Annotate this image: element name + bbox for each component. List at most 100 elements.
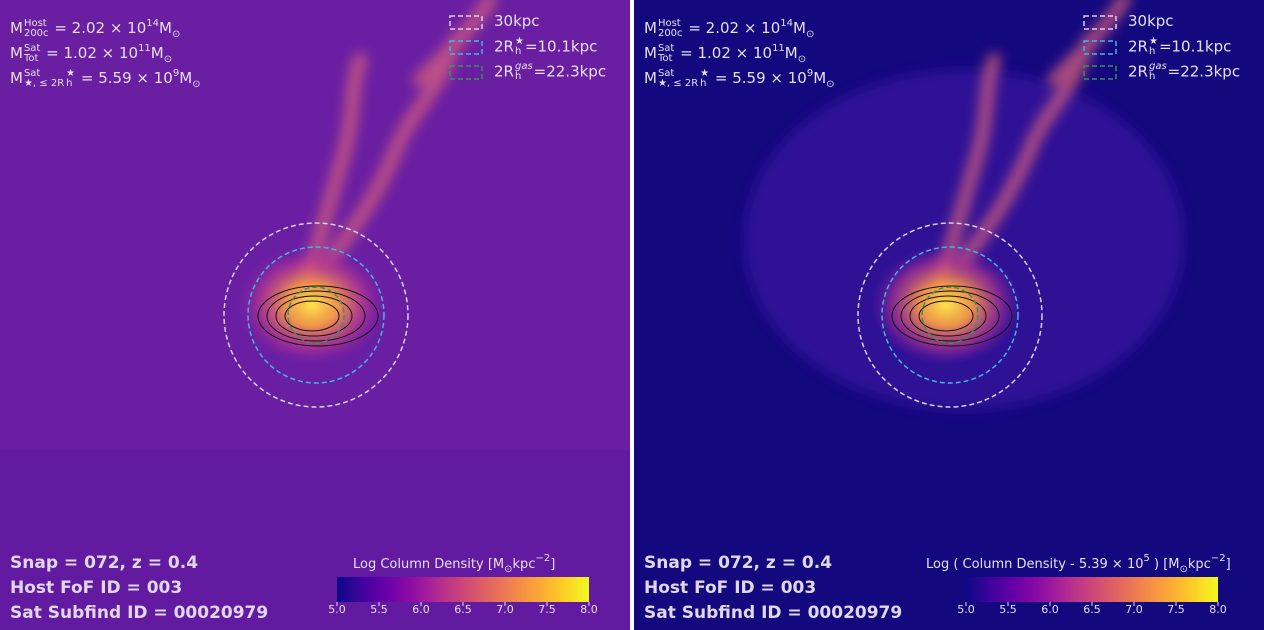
text: M — [150, 44, 164, 62]
subscript: h — [1148, 71, 1156, 82]
text: ] — [1225, 557, 1231, 572]
core — [871, 245, 1021, 365]
sup-sub: ★ h — [700, 67, 710, 89]
superscript: −2 — [535, 553, 551, 564]
contour — [900, 290, 1000, 342]
superscript: ★ — [514, 36, 524, 47]
superscript: ★ — [1148, 36, 1158, 47]
subscript: ⊙ — [171, 29, 181, 40]
colorbar-tick-label: 5.0 — [957, 603, 975, 616]
subscript: ⊙ — [192, 79, 201, 90]
contour — [918, 300, 974, 332]
superscript: gas — [1148, 61, 1167, 72]
superscript: Sat — [657, 67, 675, 79]
subscript: ⊙ — [826, 79, 835, 90]
sup-sub: Sat ★, ≤ 2R — [657, 67, 699, 89]
colorbar-tick-label: 7.0 — [496, 603, 514, 616]
legend-label: 2R gas h =22.3kpc — [1128, 62, 1240, 82]
contour — [257, 285, 379, 347]
colorbar-tick-label: 7.5 — [1167, 603, 1185, 616]
sup-sub: Sat Tot — [657, 42, 675, 64]
sup-sub: Host 200c — [23, 17, 49, 39]
superscript: Host — [657, 17, 681, 29]
aperture — [247, 246, 385, 384]
legend-swatch — [449, 65, 483, 80]
info-line: M Sat Tot = 1.02 × 1011M⊙ — [644, 43, 806, 65]
text: = 2.02 × 10 — [49, 19, 147, 37]
contour — [266, 290, 366, 342]
superscript: Sat — [657, 42, 675, 54]
sup-sub: gas h — [1149, 62, 1167, 82]
superscript: Host — [23, 17, 47, 29]
colorbar-tick-label: 5.5 — [370, 603, 388, 616]
text: M — [644, 44, 657, 62]
text: = 1.02 × 10 — [41, 44, 139, 62]
text: M — [179, 69, 193, 87]
subscript: 200c — [23, 27, 49, 39]
subscript: h — [700, 77, 707, 89]
text: ] — [550, 557, 556, 572]
text: 30kpc — [494, 12, 540, 30]
colorbar-label: Log Column Density [M⊙kpc−2] — [353, 553, 555, 575]
colorbar-tick-label: 5.5 — [999, 603, 1017, 616]
footer-text: Snap = 072, z = 0.4 — [10, 553, 199, 573]
legend-label: 2R ★ h =10.1kpc — [1128, 37, 1231, 57]
superscript: ★ — [66, 67, 76, 79]
halo — [744, 70, 1184, 410]
panel: M Host 200c = 2.02 × 1014M⊙ M Sat Tot = 1.02 … — [634, 0, 1264, 630]
colorbar — [966, 577, 1218, 602]
superscript: 9 — [172, 68, 180, 79]
info-line: M Host 200c = 2.02 × 1014M⊙ — [10, 18, 180, 40]
superscript: 14 — [146, 18, 159, 29]
sup-sub: ★ h — [66, 67, 76, 89]
text: =10.1kpc — [524, 37, 598, 56]
footer-text: Sat Subfind ID = 00020979 — [10, 603, 269, 623]
text: 2R — [1128, 62, 1148, 81]
aperture — [921, 286, 979, 344]
text: ) [M — [1149, 557, 1180, 572]
text: =22.3kpc — [1167, 62, 1241, 81]
subscript: ⊙ — [1179, 564, 1188, 575]
footer-text: Snap = 072, z = 0.4 — [644, 553, 833, 573]
colorbar-tick-label: 8.0 — [580, 603, 598, 616]
text: M — [10, 19, 23, 37]
aperture — [223, 222, 409, 408]
aperture — [881, 246, 1019, 384]
aperture — [857, 222, 1043, 408]
legend-swatch — [449, 40, 483, 55]
text: = 1.02 × 10 — [675, 44, 773, 62]
text: M — [813, 69, 827, 87]
legend-swatch — [449, 15, 483, 30]
contour — [891, 285, 1013, 347]
subscript: ★, ≤ 2R — [657, 77, 699, 89]
sup-sub: gas h — [515, 62, 533, 82]
superscript: 5 — [1143, 553, 1150, 564]
text: 2R — [1128, 37, 1148, 56]
text: = 5.59 × 10 — [76, 69, 173, 87]
colorbar-tick-label: 6.5 — [1083, 603, 1101, 616]
colorbar-tick-label: 6.0 — [412, 603, 430, 616]
text: = 2.02 × 10 — [683, 19, 781, 37]
subscript: ⊙ — [797, 54, 807, 65]
colorbar — [337, 577, 589, 602]
legend-swatch — [1083, 65, 1117, 80]
subscript: h — [1148, 46, 1156, 57]
text: M — [10, 44, 23, 62]
superscript: 11 — [138, 43, 151, 54]
superscript: Sat — [23, 67, 41, 79]
subscript: ★, ≤ 2R — [23, 77, 65, 89]
info-line: M Sat ★, ≤ 2R ★ h = 5.59 × 109M⊙ — [10, 68, 201, 90]
colorbar-label: Log ( Column Density - 5.39 × 105 ) [M⊙k… — [926, 553, 1231, 575]
superscript: Sat — [23, 42, 41, 54]
colorbar-tick-label: 7.5 — [538, 603, 556, 616]
sup-sub: Host 200c — [657, 17, 683, 39]
subscript: h — [514, 71, 522, 82]
superscript: −2 — [1210, 553, 1226, 564]
text: M — [784, 44, 798, 62]
sup-sub: Sat ★, ≤ 2R — [23, 67, 65, 89]
info-line: M Sat ★, ≤ 2R ★ h = 5.59 × 109M⊙ — [644, 68, 835, 90]
subscript: ⊙ — [163, 54, 173, 65]
superscript: ★ — [700, 67, 710, 79]
text: 30kpc — [1128, 12, 1174, 30]
text: = 5.59 × 10 — [710, 69, 807, 87]
